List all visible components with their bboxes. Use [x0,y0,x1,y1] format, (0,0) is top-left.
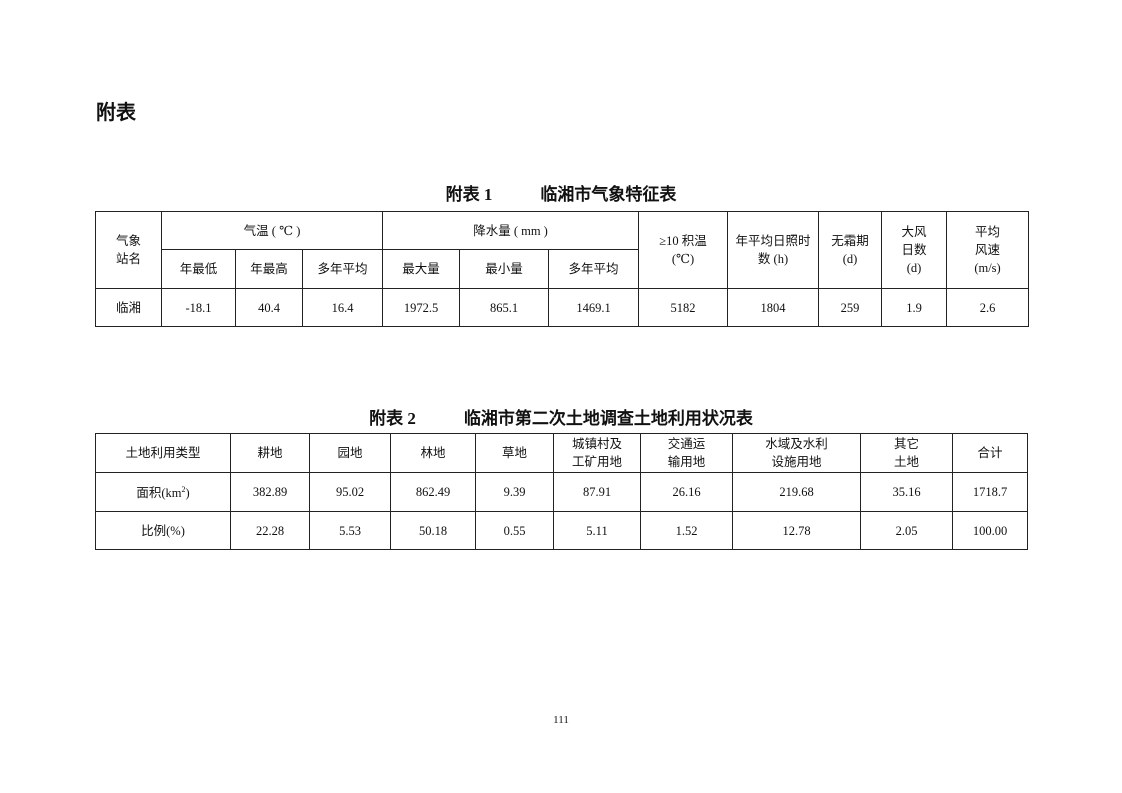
temp-subheader: 年最高 [235,249,303,289]
cell: 5.53 [309,511,391,550]
table1-caption-title: 临湘市气象特征表 [540,185,677,204]
column-header: 土地利用类型 [95,433,231,473]
accumulated-temp-header: ≥10 积温 (℃) [638,211,729,289]
cell: 2.05 [860,511,953,550]
frost-free-header: 无霜期 (d) [818,211,883,289]
windy-days-header: 大风 日数 (d) [881,211,948,289]
cell: 5182 [638,288,729,327]
table2-caption: 附表 2 临湘市第二次土地调查土地利用状况表 [0,404,1122,429]
cell: 26.16 [640,472,733,512]
table-row: 面积(km2) 382.89 95.02 862.49 9.39 87.91 2… [95,472,1028,512]
cell: 16.4 [301,288,384,327]
sunshine-header: 年平均日照时 数 (h) [727,211,820,289]
cell: 95.02 [309,472,391,512]
table1-caption-number: 附表 1 [445,185,493,204]
cell: 259 [818,288,883,327]
table2-caption-number: 附表 2 [369,409,416,428]
temp-subheader: 多年平均 [301,249,384,289]
column-header: 园地 [309,433,391,473]
rain-subheader: 多年平均 [548,249,640,289]
column-header: 交通运 输用地 [640,433,733,473]
rain-subheader: 最大量 [382,249,461,289]
cell: 35.16 [860,472,953,512]
cell: 5.11 [553,511,641,550]
cell: 219.68 [732,472,861,512]
column-header: 耕地 [230,433,310,473]
page-heading: 附表 [96,102,136,124]
page-number: 111 [553,714,569,726]
precipitation-header: 降水量 ( mm ) [382,211,640,250]
cell: 100.00 [952,511,1028,550]
cell: 862.49 [390,472,476,512]
cell: 382.89 [230,472,310,512]
column-header: 合计 [952,433,1028,473]
table-row: 比例(%) 22.28 5.53 50.18 0.55 5.11 1.52 12… [95,511,1028,550]
cell: 1972.5 [382,288,461,327]
area-unit-superscript: 2 [181,485,186,495]
cell: 1718.7 [952,472,1028,512]
rain-subheader: 最小量 [459,249,550,289]
cell: 40.4 [235,288,303,327]
temp-subheader: 年最低 [161,249,236,289]
cell: 临湘 [95,288,162,327]
table-row: 临湘 -18.1 40.4 16.4 1972.5 865.1 1469.1 5… [95,288,1030,327]
cell: 865.1 [459,288,550,327]
cell: 1804 [727,288,820,327]
column-header: 林地 [390,433,476,473]
cell: 12.78 [732,511,861,550]
cell: 50.18 [390,511,476,550]
column-header: 草地 [475,433,554,473]
climate-table: 气象 站名 气温 ( ℃ ) 降水量 ( mm ) ≥10 积温 (℃) 年平均… [95,211,1030,327]
cell: 1.52 [640,511,733,550]
cell: -18.1 [161,288,236,327]
table1-caption: 附表 1 临湘市气象特征表 [0,180,1122,205]
column-header: 城镇村及 工矿用地 [553,433,641,473]
column-header: 水域及水利 设施用地 [732,433,861,473]
wind-speed-header: 平均 风速 (m/s) [946,211,1030,289]
station-header: 气象 站名 [95,211,162,289]
cell: 9.39 [475,472,554,512]
cell: 0.55 [475,511,554,550]
ratio-label: 比例(%) [95,511,231,550]
temperature-header: 气温 ( ℃ ) [160,211,384,250]
area-label: 面积(km2) [95,472,231,512]
column-header: 其它 土地 [860,433,953,473]
land-use-table: 土地利用类型 耕地 园地 林地 草地 城镇村及 工矿用地 交通运 输用地 水域及… [95,433,1028,550]
area-label-close: ) [185,486,190,501]
table2-caption-title: 临湘市第二次土地调查土地利用状况表 [463,409,753,428]
cell: 1469.1 [548,288,640,327]
cell: 87.91 [553,472,641,512]
header-row: 土地利用类型 耕地 园地 林地 草地 城镇村及 工矿用地 交通运 输用地 水域及… [95,433,1028,473]
cell: 1.9 [881,288,948,327]
cell: 22.28 [230,511,310,550]
cell: 2.6 [946,288,1030,327]
area-label-text: 面积(km [136,486,182,501]
